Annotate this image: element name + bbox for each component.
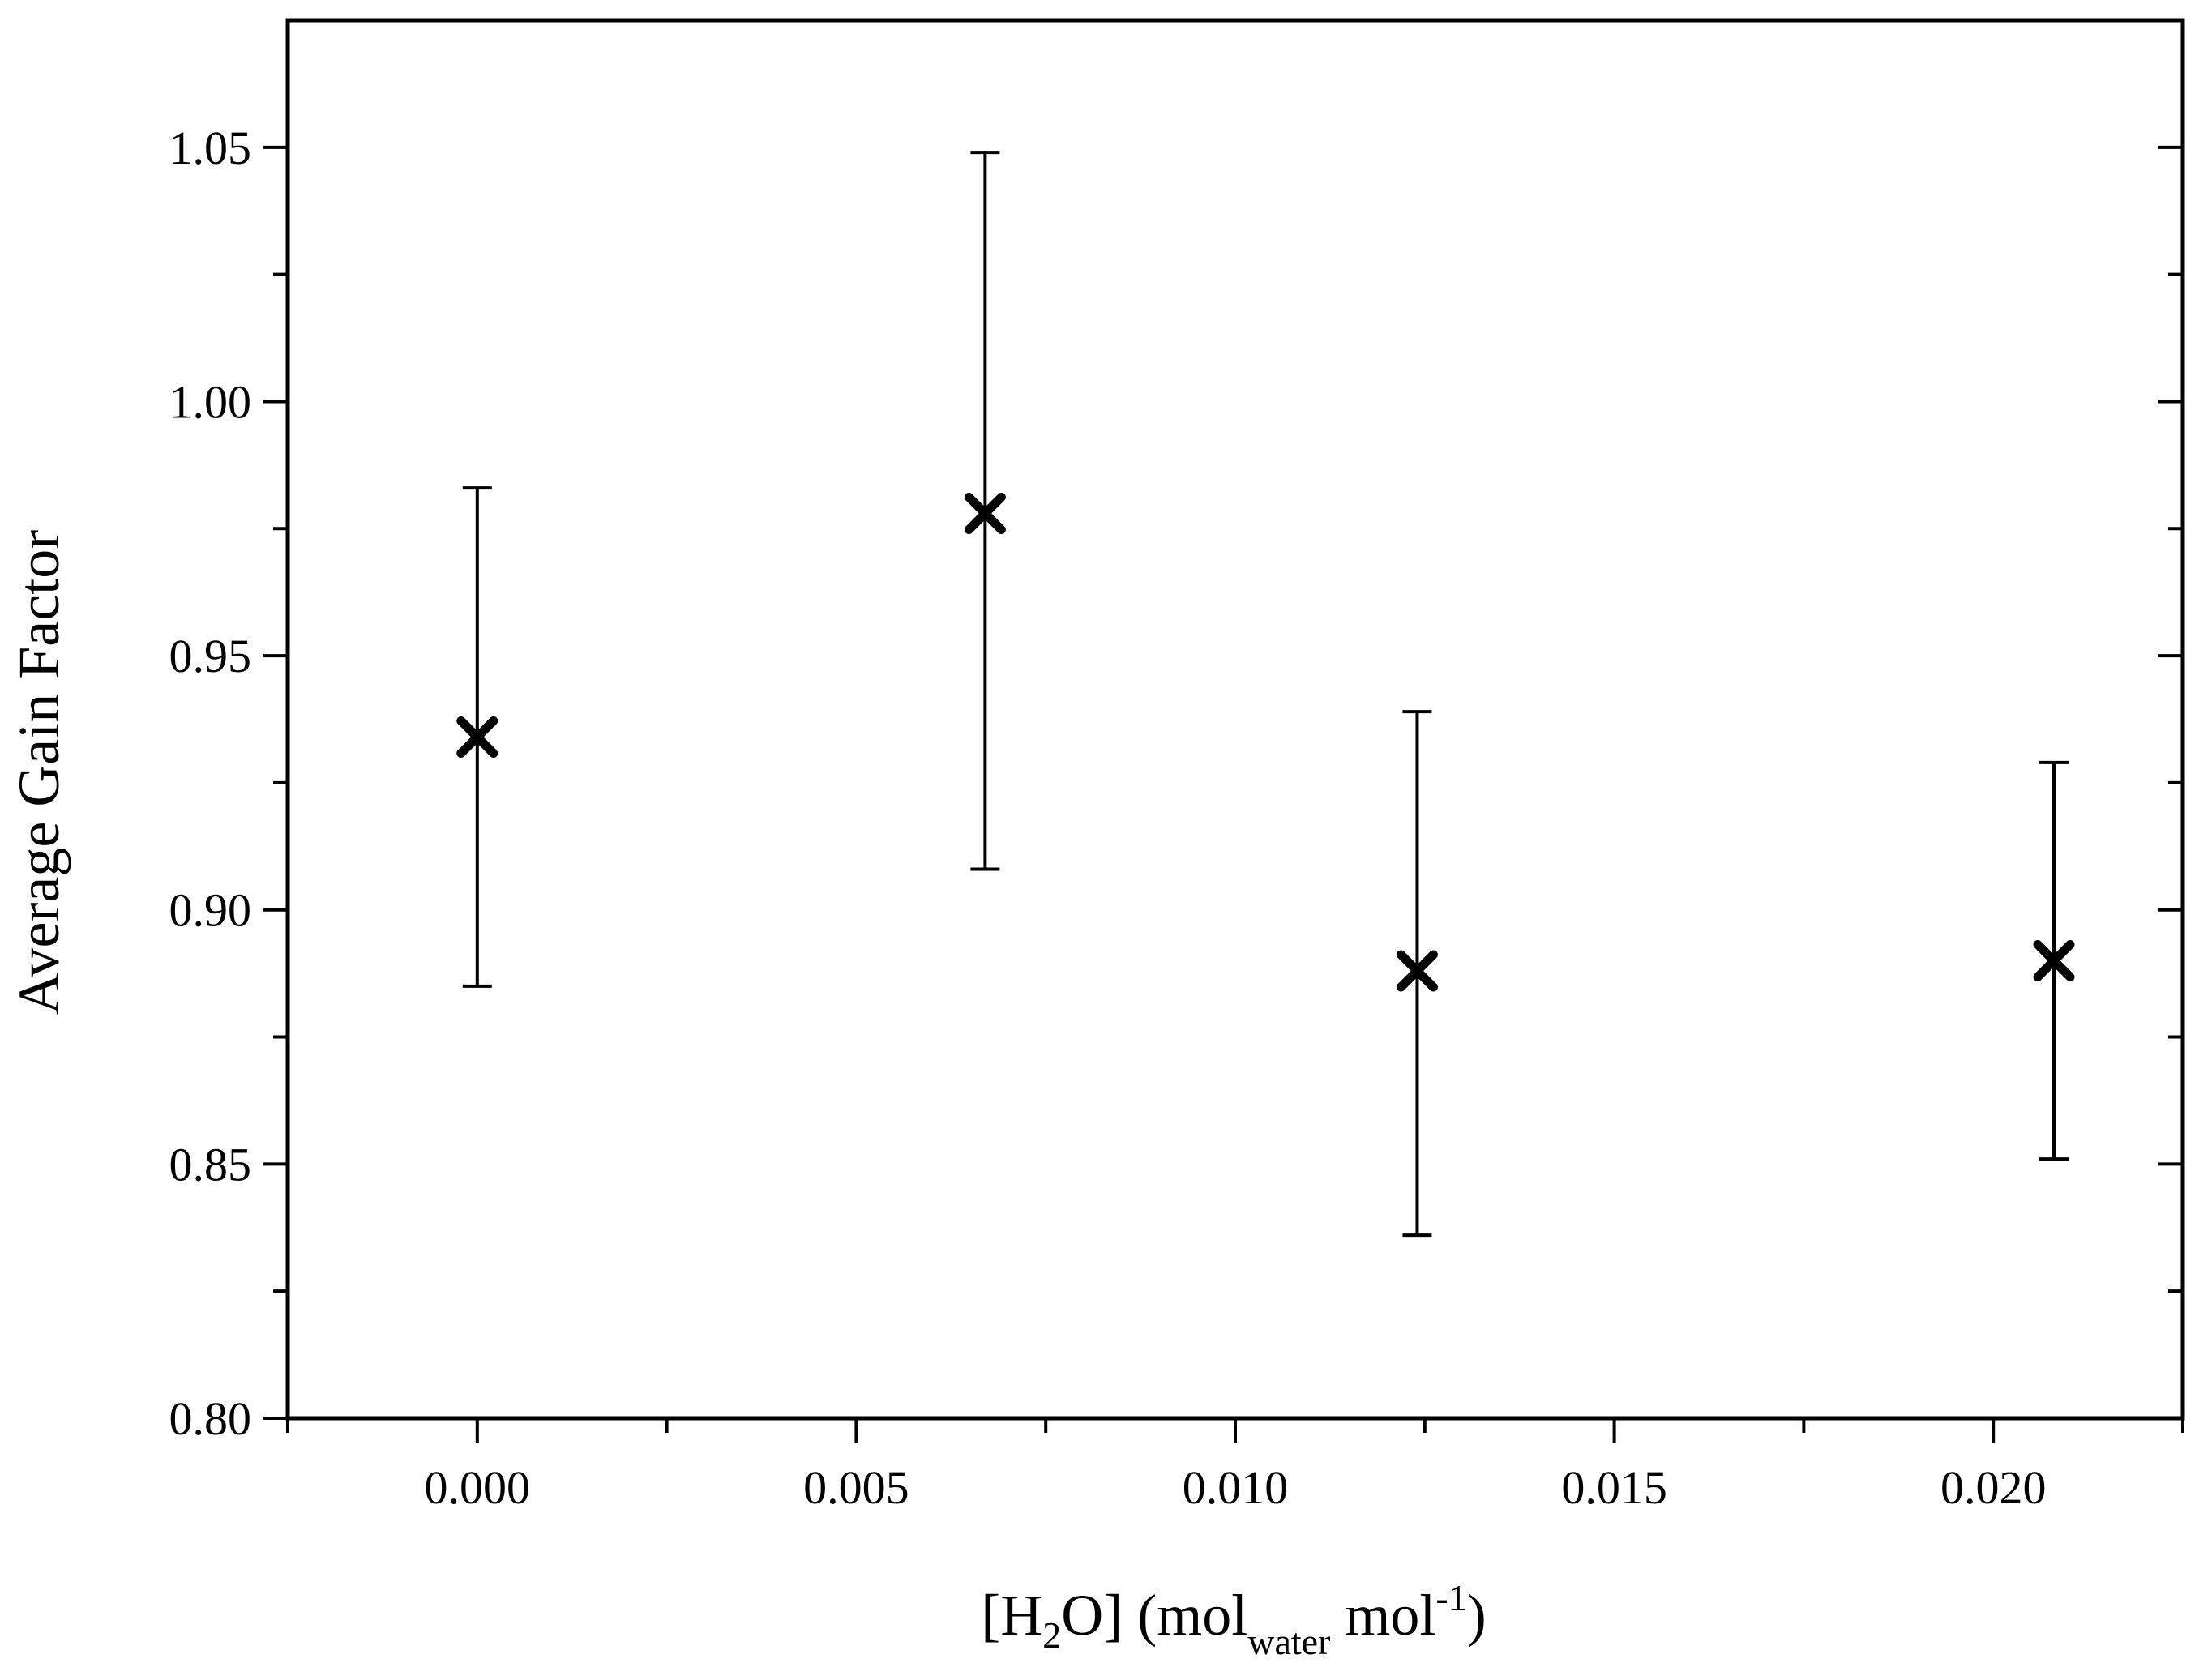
y-tick-label: 1.00 bbox=[169, 375, 252, 428]
y-axis-tick-labels: 0.80 0.85 0.90 0.95 1.00 1.05 bbox=[169, 122, 252, 1445]
x-tick-label: 0.015 bbox=[1561, 1461, 1667, 1514]
x-axis-label-sub1: 2 bbox=[1042, 1614, 1061, 1656]
error-bars bbox=[462, 151, 2069, 1238]
y-axis-label: Average Gain Factor bbox=[6, 530, 71, 1015]
data-point-marker bbox=[2033, 939, 2075, 981]
marker-stroke bbox=[456, 716, 498, 758]
y-tick-label: 0.95 bbox=[169, 630, 252, 682]
x-axis-label-sup: -1 bbox=[1435, 1577, 1466, 1618]
x-tick-label: 0.005 bbox=[803, 1461, 909, 1514]
x-axis-label-mid: O] (mol bbox=[1061, 1583, 1247, 1648]
data-point-marker bbox=[456, 716, 498, 758]
y-tick-label: 1.05 bbox=[169, 122, 252, 174]
x-axis-tick-labels: 0.000 0.005 0.010 0.015 0.020 bbox=[425, 1461, 2047, 1514]
y-axis-ticks bbox=[263, 145, 2183, 1420]
x-axis-label-mid2: mol bbox=[1330, 1583, 1435, 1648]
marker-stroke bbox=[964, 492, 1006, 534]
x-axis-label-sub2: water bbox=[1247, 1621, 1330, 1662]
x-tick-label: 0.020 bbox=[1940, 1461, 2047, 1514]
y-tick-label: 0.80 bbox=[169, 1392, 252, 1445]
marker-stroke bbox=[1396, 950, 1438, 992]
plot-frame bbox=[285, 18, 2185, 1421]
x-tick-label: 0.000 bbox=[425, 1461, 531, 1514]
data-markers bbox=[456, 492, 2075, 992]
y-tick-label: 0.90 bbox=[169, 884, 252, 937]
x-axis-ticks bbox=[286, 1418, 2184, 1443]
marker-stroke bbox=[2033, 939, 2075, 981]
data-point-marker bbox=[964, 492, 1006, 534]
x-tick-label: 0.010 bbox=[1183, 1461, 1289, 1514]
x-axis-label-prefix: [H bbox=[981, 1583, 1042, 1648]
data-point-marker bbox=[1396, 950, 1438, 992]
x-axis-label-suffix: ) bbox=[1467, 1583, 1487, 1648]
y-tick-label: 0.85 bbox=[169, 1138, 252, 1191]
x-axis-label: [H2O] (molwater mol-1) bbox=[981, 1577, 1486, 1662]
